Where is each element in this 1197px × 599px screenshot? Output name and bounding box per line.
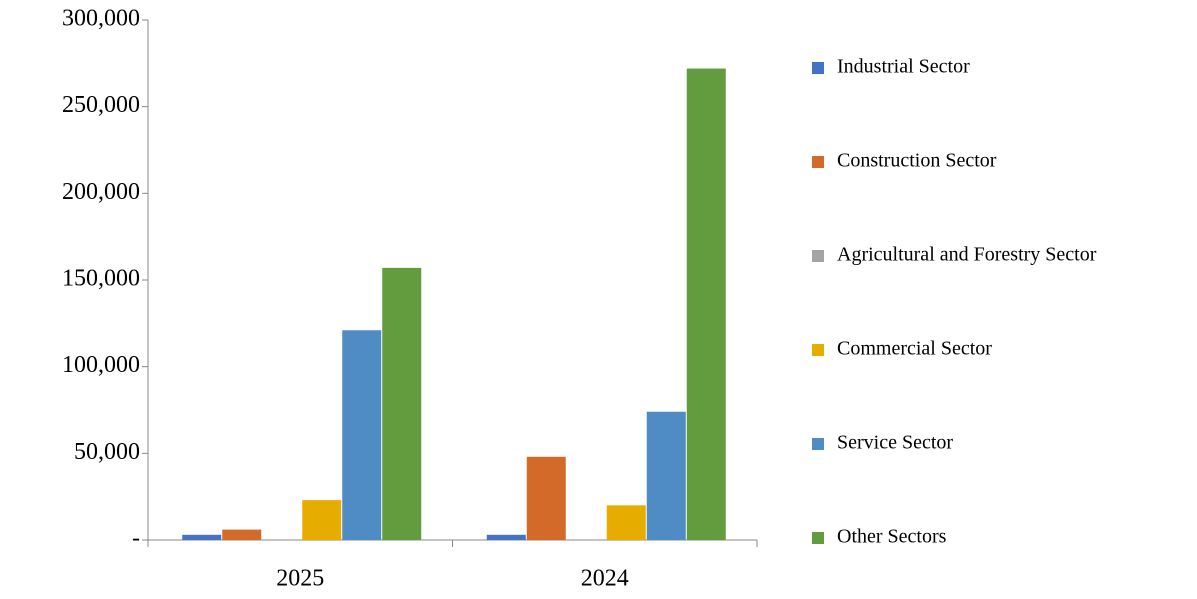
legend-swatch — [812, 62, 824, 74]
y-tick-label: 200,000 — [62, 179, 140, 205]
legend-label: Other Sectors — [837, 526, 947, 548]
bar — [182, 534, 222, 540]
legend-swatch — [812, 438, 824, 450]
y-tick-label: 150,000 — [62, 266, 140, 292]
legend-label: Commercial Sector — [837, 338, 992, 360]
legend-swatch — [812, 156, 824, 168]
legend-swatch — [812, 344, 824, 356]
bar — [526, 456, 566, 540]
bar — [302, 500, 342, 540]
legend-swatch — [812, 250, 824, 262]
bar — [382, 267, 422, 540]
bar — [606, 505, 646, 540]
bar — [646, 411, 686, 540]
legend-label: Agricultural and Forestry Sector — [837, 244, 1097, 266]
legend-label: Construction Sector — [837, 150, 997, 172]
bar — [342, 330, 382, 540]
legend-label: Service Sector — [837, 432, 953, 454]
x-tick-label: 2024 — [581, 566, 629, 592]
legend-label: Industrial Sector — [837, 56, 970, 78]
bar — [222, 529, 262, 540]
y-tick-label: - — [132, 526, 140, 552]
x-tick-label: 2025 — [276, 566, 324, 592]
y-tick-label: 300,000 — [62, 6, 140, 32]
y-tick-label: 100,000 — [62, 352, 140, 378]
bar — [686, 68, 726, 541]
bar — [486, 534, 526, 540]
y-tick-label: 50,000 — [74, 439, 140, 465]
legend-swatch — [812, 532, 824, 544]
y-tick-label: 250,000 — [62, 92, 140, 118]
